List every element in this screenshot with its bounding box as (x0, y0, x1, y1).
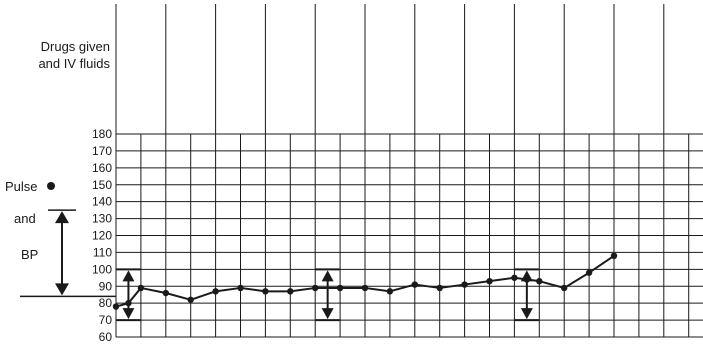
bp-readings (116, 268, 539, 322)
drugs-given-section (115, 4, 665, 134)
pulse-point (486, 277, 493, 285)
y-tick-label: 140 (92, 195, 112, 209)
pulse-point (436, 284, 443, 292)
pulse-point (411, 281, 418, 288)
pulse-point (461, 281, 468, 288)
drugs-given-label: Drugs given (41, 39, 110, 54)
pulse-point (162, 289, 169, 297)
y-tick-label: 130 (92, 212, 112, 226)
pulse-point (312, 284, 319, 292)
y-tick-label: 180 (92, 127, 112, 141)
y-tick-label: 110 (93, 245, 112, 259)
pulse-series (112, 252, 618, 310)
pulse-point (237, 284, 244, 292)
pulse-point (361, 284, 369, 292)
arrow-head-up (321, 270, 334, 282)
pulse-label: Pulse (5, 179, 38, 194)
y-tick-label: 120 (92, 229, 112, 243)
bp-reading (116, 268, 141, 322)
y-tick-label: 100 (92, 262, 112, 276)
pulse-point (511, 274, 518, 281)
y-tick-label: 150 (92, 178, 112, 192)
pulse-point (523, 276, 531, 283)
pulse-point (585, 269, 593, 276)
bp-arrow (122, 270, 135, 320)
pulse-point (386, 288, 394, 295)
pulse-legend-dot (47, 182, 55, 190)
y-tick-label: 70 (99, 313, 113, 327)
arrow-head-down (321, 308, 334, 320)
y-tick-label: 170 (92, 144, 112, 158)
pulse-point (125, 299, 132, 307)
chart-grid (115, 133, 703, 338)
y-tick-label: 160 (92, 161, 112, 175)
pulse-point (212, 288, 219, 295)
bp-arrow (321, 270, 334, 320)
pulse-point (187, 296, 194, 303)
arrow-head-down (520, 308, 533, 320)
and-label: and (14, 211, 36, 226)
bp-reading (315, 268, 340, 322)
pulse-point (561, 284, 568, 292)
pulse-point (112, 303, 120, 310)
arrow-head-down (122, 308, 135, 320)
key-double-arrow (55, 211, 69, 296)
bp-label: BP (21, 247, 38, 262)
y-tick-label: 90 (99, 279, 113, 293)
pulse-point (287, 288, 294, 295)
bp-key-arrow (20, 209, 116, 298)
pulse-point (262, 288, 269, 295)
y-tick-labels: 180 170 160 150 140 130 120 110 100 90 80 70 60 (92, 127, 112, 344)
iv-fluids-label: and IV fluids (38, 56, 110, 71)
y-tick-label: 80 (99, 296, 113, 310)
arrow-head-down (55, 283, 69, 296)
pulse-point (137, 284, 145, 292)
pulse-point (336, 284, 344, 292)
arrow-head-up (122, 270, 135, 282)
pulse-point (610, 252, 618, 259)
y-tick-label: 60 (99, 330, 113, 344)
pulse-point (536, 277, 543, 285)
arrow-head-up (55, 211, 69, 224)
